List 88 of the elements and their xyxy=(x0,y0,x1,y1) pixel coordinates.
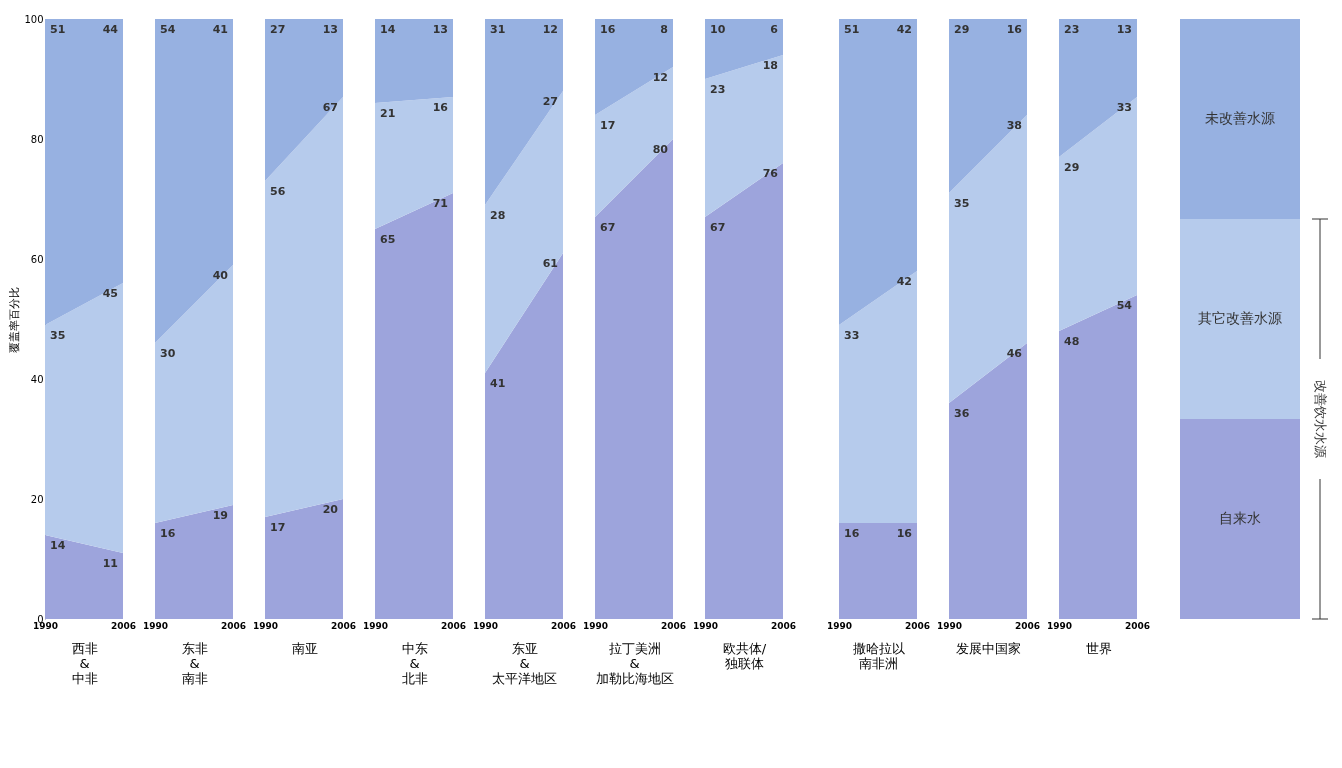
x-axis-title: 世界 xyxy=(1085,640,1112,656)
data-label: 21 xyxy=(380,107,396,120)
data-label: 23 xyxy=(710,83,726,96)
x-tick-label: 1990 xyxy=(472,620,499,631)
x-tick-label: 1990 xyxy=(826,620,853,631)
x-tick-label: 2006 xyxy=(220,620,247,631)
x-axis-title: 中东 & 北非 xyxy=(401,640,428,686)
data-label: 16 xyxy=(600,23,616,36)
x-tick-label: 1990 xyxy=(1046,620,1073,631)
x-tick-label: 2006 xyxy=(660,620,687,631)
data-label: 45 xyxy=(102,287,118,300)
y-tick-label: 100 xyxy=(24,13,44,25)
text: 自来水 xyxy=(1219,510,1261,526)
data-label: 54 xyxy=(1116,299,1133,312)
y-tick-label: 80 xyxy=(30,133,44,145)
data-label: 8 xyxy=(660,23,668,36)
data-label: 71 xyxy=(432,197,448,210)
data-label: 40 xyxy=(212,269,229,282)
data-label: 18 xyxy=(762,59,778,72)
x-axis-title: 发展中国家 xyxy=(956,640,1021,656)
data-label: 16 xyxy=(160,527,176,540)
x-axis-title: 西非 & 中非 xyxy=(71,640,98,686)
data-label: 76 xyxy=(762,167,779,180)
data-label: 38 xyxy=(1006,119,1022,132)
data-label: 54 xyxy=(160,23,176,36)
data-label: 12 xyxy=(542,23,558,36)
data-label: 16 xyxy=(844,527,860,540)
x-tick-label: 2006 xyxy=(770,620,797,631)
text: 未改善水源 xyxy=(1205,110,1275,126)
data-label: 51 xyxy=(844,23,860,36)
y-tick-label: 60 xyxy=(30,253,44,265)
x-tick-label: 2006 xyxy=(550,620,577,631)
data-label: 10 xyxy=(710,23,726,36)
data-label: 29 xyxy=(1064,161,1080,174)
x-axis-title: 南亚 xyxy=(291,640,318,656)
y-axis-title: 覆盖率百分比 xyxy=(8,286,22,353)
data-label: 44 xyxy=(102,23,119,36)
x-tick-label: 2006 xyxy=(110,620,137,631)
data-label: 35 xyxy=(954,197,970,210)
data-label: 16 xyxy=(896,527,913,540)
data-label: 13 xyxy=(432,23,448,36)
x-tick-label: 1990 xyxy=(692,620,719,631)
data-label: 29 xyxy=(954,23,970,36)
data-label: 14 xyxy=(380,23,396,36)
data-label: 30 xyxy=(160,347,176,360)
data-label: 16 xyxy=(1006,23,1023,36)
x-tick-label: 2006 xyxy=(1124,620,1151,631)
data-label: 51 xyxy=(50,23,66,36)
data-label: 12 xyxy=(652,71,668,84)
x-tick-label: 1990 xyxy=(142,620,169,631)
x-axis-title: 东非 & 南非 xyxy=(181,640,208,686)
data-label: 67 xyxy=(710,221,726,234)
data-label: 67 xyxy=(600,221,616,234)
x-axis-title: 东亚 & 太平洋地区 xyxy=(492,640,557,686)
data-label: 17 xyxy=(600,119,616,132)
data-label: 17 xyxy=(270,521,286,534)
data-label: 13 xyxy=(1116,23,1132,36)
x-tick-label: 1990 xyxy=(362,620,389,631)
legend-title: 改善饮水水源 xyxy=(1313,380,1328,458)
x-axis-title: 欧共体/ 独联体 xyxy=(722,640,767,671)
x-tick-label: 1990 xyxy=(936,620,963,631)
data-label: 41 xyxy=(212,23,228,36)
x-tick-label: 2006 xyxy=(440,620,467,631)
x-tick-label: 2006 xyxy=(904,620,931,631)
data-label: 13 xyxy=(322,23,338,36)
data-label: 33 xyxy=(1116,101,1132,114)
data-label: 6 xyxy=(770,23,779,36)
data-label: 35 xyxy=(50,329,66,342)
x-axis-title: 撒哈拉以南非洲 xyxy=(852,640,905,671)
x-tick-label: 1990 xyxy=(252,620,279,631)
data-label: 28 xyxy=(490,209,506,222)
x-tick-label: 2006 xyxy=(330,620,357,631)
y-tick-label: 40 xyxy=(30,373,44,385)
x-tick-label: 1990 xyxy=(582,620,609,631)
data-label: 27 xyxy=(542,95,558,108)
data-label: 19 xyxy=(212,509,228,522)
data-label: 27 xyxy=(270,23,286,36)
data-label: 80 xyxy=(652,143,669,156)
text: 其它改善水源 xyxy=(1198,310,1282,326)
y-tick-label: 20 xyxy=(30,493,44,505)
x-axis-title: 拉丁美洲 & 加勒比海地区 xyxy=(595,640,674,686)
data-label: 65 xyxy=(380,233,396,246)
x-tick-label: 2006 xyxy=(1014,620,1041,631)
data-label: 42 xyxy=(896,23,912,36)
data-label: 16 xyxy=(432,101,449,114)
data-label: 31 xyxy=(490,23,506,36)
data-label: 23 xyxy=(1064,23,1080,36)
data-label: 48 xyxy=(1064,335,1080,348)
